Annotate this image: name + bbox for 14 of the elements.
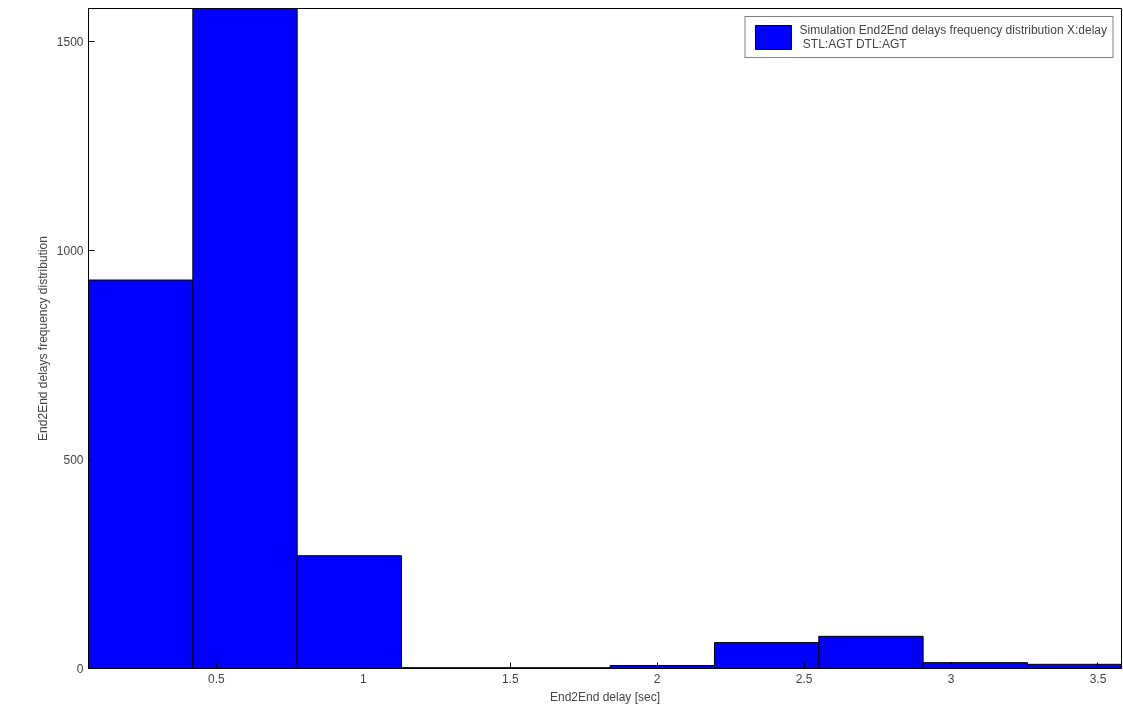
y-tick-label: 500 (63, 453, 84, 468)
x-tick-label: 3 (947, 671, 955, 686)
x-tick-label: 3.5 (1089, 671, 1107, 686)
x-axis-title: End2End delay [sec] (549, 689, 661, 704)
x-tick-label: 2.5 (795, 671, 813, 686)
y-tick-label: 0 (76, 662, 84, 676)
x-tick-label: 1 (359, 671, 367, 686)
y-tick-label: 1500 (56, 35, 84, 50)
y-tick-label: 1000 (56, 244, 84, 259)
y-axis-title: End2End delays frequency distribution (35, 236, 50, 441)
legend-label: Simulation End2End delays frequency distribution X:delay STL:AGT DTL:AGT (799, 23, 1107, 51)
x-tick-label: 2 (653, 671, 661, 686)
x-tick-label: 1.5 (501, 671, 519, 686)
x-tick-label: 0.5 (208, 671, 226, 686)
